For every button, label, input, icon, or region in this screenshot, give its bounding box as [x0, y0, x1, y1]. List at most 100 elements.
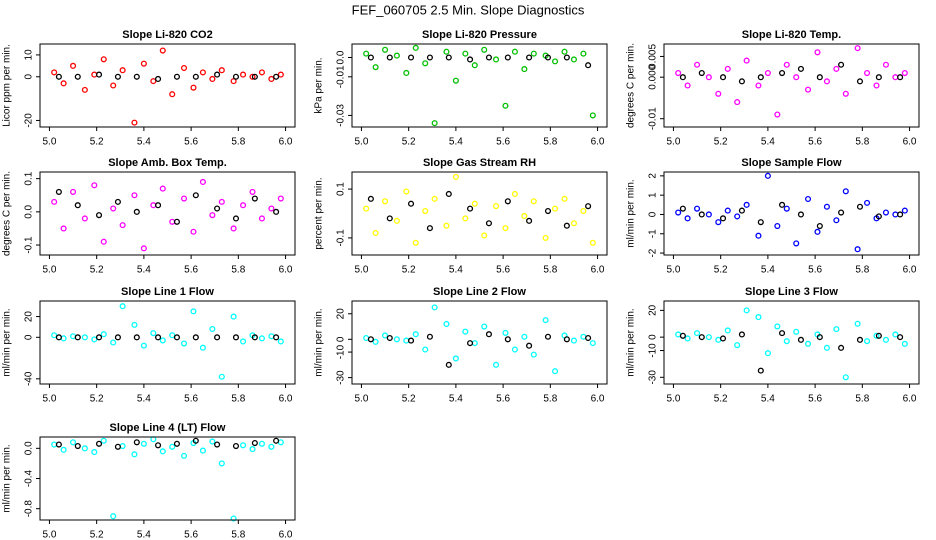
- point: [367, 195, 374, 202]
- plot-frame: [351, 171, 608, 256]
- point: [804, 86, 812, 93]
- point: [679, 74, 686, 81]
- point: [842, 90, 849, 97]
- x-tick-label: 6.0: [903, 394, 917, 405]
- point: [199, 447, 206, 454]
- point: [386, 215, 393, 222]
- point: [705, 74, 712, 81]
- point: [738, 331, 745, 338]
- point: [81, 334, 88, 341]
- point: [561, 195, 568, 202]
- point: [251, 195, 258, 202]
- point: [552, 368, 559, 375]
- point: [684, 215, 691, 222]
- point: [570, 337, 577, 344]
- point: [530, 351, 537, 358]
- point: [249, 73, 256, 80]
- point: [471, 200, 478, 207]
- point: [783, 205, 790, 212]
- point: [816, 74, 823, 81]
- y-tick-label: 20: [24, 311, 35, 323]
- point: [431, 195, 438, 202]
- x-tick-label: 5.6: [184, 265, 198, 276]
- x-tick-label: 5.6: [496, 137, 510, 148]
- x-tick-label: 5.6: [808, 394, 822, 405]
- point: [705, 211, 712, 218]
- point: [833, 65, 840, 72]
- point: [873, 82, 880, 89]
- point: [833, 326, 840, 333]
- figure-title: FEF_060705 2.5 Min. Slope Diagnostics: [352, 2, 585, 17]
- point: [589, 239, 596, 246]
- point: [110, 82, 117, 89]
- plot-frame: [351, 300, 608, 385]
- point: [100, 56, 107, 63]
- point: [218, 198, 225, 205]
- point: [214, 205, 221, 212]
- point: [452, 173, 459, 180]
- x-tick-label: 5.4: [137, 530, 151, 540]
- y-axis-label: ml/min per min.: [2, 308, 13, 376]
- point: [74, 443, 81, 450]
- point: [426, 54, 433, 61]
- x-tick-label: 6.0: [903, 265, 917, 276]
- y-tick-label: 2: [648, 173, 659, 179]
- point: [842, 188, 849, 195]
- point: [864, 199, 871, 206]
- point: [530, 198, 537, 205]
- point: [743, 57, 750, 64]
- x-tick-label: 5.4: [761, 137, 775, 148]
- plot-frame: [351, 43, 608, 128]
- y-tick-label: -30: [336, 370, 347, 385]
- point: [230, 313, 237, 320]
- x-tick-label: 6.0: [591, 137, 605, 148]
- panel-title: Slope Amb. Box Temp.: [108, 157, 227, 169]
- plot-frame: [39, 43, 296, 128]
- point: [431, 120, 438, 127]
- point: [367, 54, 374, 61]
- point: [230, 78, 237, 85]
- point: [119, 303, 126, 310]
- point: [467, 340, 474, 347]
- point: [757, 74, 764, 81]
- point: [675, 70, 682, 77]
- panel-title: Slope Line 3 Flow: [745, 286, 838, 298]
- y-tick-label: -10: [648, 343, 659, 358]
- y-tick-label: -1: [648, 229, 659, 238]
- x-tick-label: 5.6: [184, 137, 198, 148]
- x-tick-label: 5.0: [354, 265, 368, 276]
- point: [74, 202, 81, 209]
- point: [715, 90, 722, 97]
- point: [738, 207, 745, 214]
- x-tick-label: 5.8: [231, 530, 245, 540]
- point: [159, 337, 166, 344]
- point: [504, 198, 511, 205]
- point: [684, 335, 691, 342]
- point: [724, 65, 731, 72]
- point: [544, 208, 552, 215]
- point: [779, 70, 786, 77]
- point: [552, 58, 559, 65]
- point: [95, 212, 103, 219]
- point: [814, 49, 821, 56]
- point: [563, 222, 570, 229]
- panel: Slope Li-820 CO2 Licor ppm per min. 5.0 5.2…: [2, 29, 296, 148]
- point: [173, 218, 180, 225]
- panel: Slope Line 1 Flow ml/min per min. 5.0 5.2 5.…: [2, 286, 296, 405]
- point: [797, 65, 804, 72]
- point: [585, 62, 592, 69]
- point: [199, 69, 206, 76]
- point: [95, 440, 103, 447]
- point: [218, 373, 225, 380]
- point: [542, 234, 549, 241]
- point: [485, 220, 492, 227]
- point: [249, 446, 256, 453]
- point: [502, 102, 509, 109]
- point: [180, 195, 188, 202]
- point: [526, 342, 533, 349]
- point: [679, 205, 686, 212]
- x-tick-label: 5.8: [231, 137, 245, 148]
- point: [100, 238, 107, 245]
- point: [504, 336, 511, 343]
- y-tick-label: -0.01: [336, 65, 347, 88]
